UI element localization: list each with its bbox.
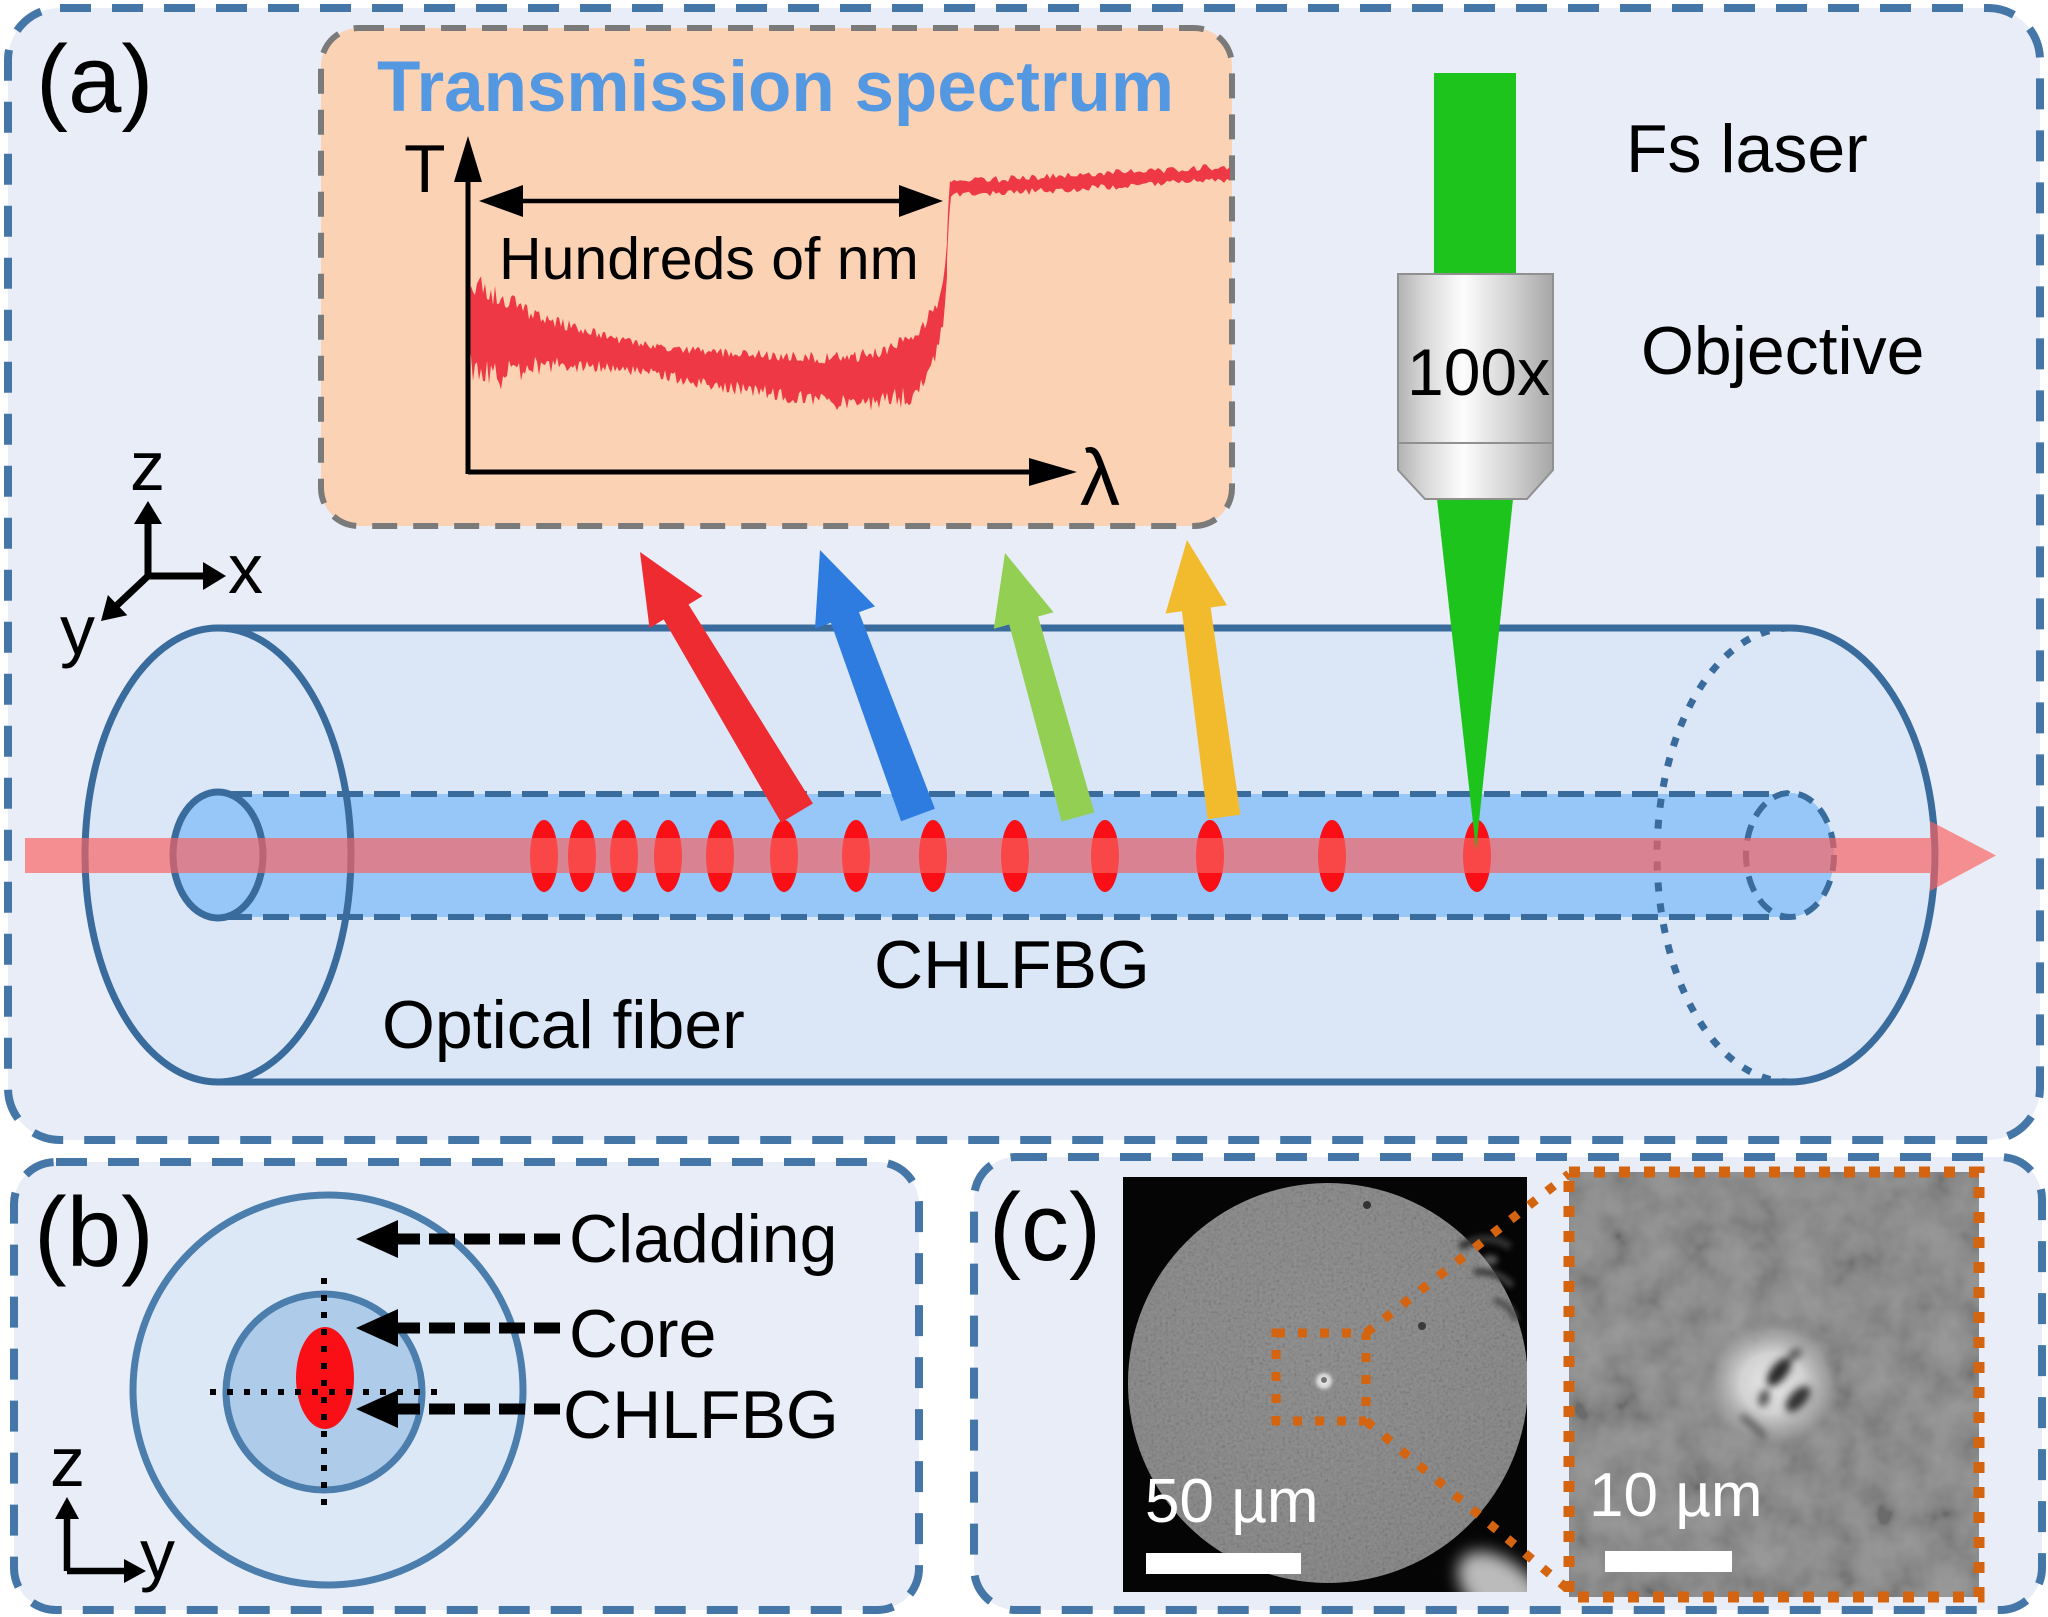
svg-text:Core: Core [569, 1296, 716, 1372]
svg-text:(b): (b) [34, 1177, 154, 1287]
svg-text:z: z [50, 1423, 85, 1501]
svg-text:λ: λ [1080, 433, 1120, 522]
svg-text:(c): (c) [989, 1174, 1101, 1281]
svg-text:Cladding: Cladding [569, 1201, 837, 1277]
svg-text:y: y [140, 1515, 175, 1593]
svg-text:Objective: Objective [1641, 313, 1924, 389]
svg-text:100x: 100x [1407, 335, 1550, 409]
svg-text:50 µm: 50 µm [1145, 1467, 1319, 1536]
svg-text:10 µm: 10 µm [1589, 1461, 1763, 1530]
svg-text:(a): (a) [36, 26, 153, 133]
svg-text:z: z [130, 427, 165, 505]
svg-text:Optical fiber: Optical fiber [382, 987, 745, 1063]
svg-text:Fs laser: Fs laser [1626, 111, 1868, 187]
svg-text:CHLFBG: CHLFBG [563, 1377, 839, 1453]
svg-text:Transmission spectrum: Transmission spectrum [377, 48, 1174, 127]
svg-text:Hundreds of nm: Hundreds of nm [499, 226, 919, 292]
svg-text:y: y [60, 591, 95, 669]
svg-text:T: T [404, 131, 446, 207]
svg-text:CHLFBG: CHLFBG [874, 927, 1150, 1003]
svg-text:x: x [228, 530, 263, 608]
